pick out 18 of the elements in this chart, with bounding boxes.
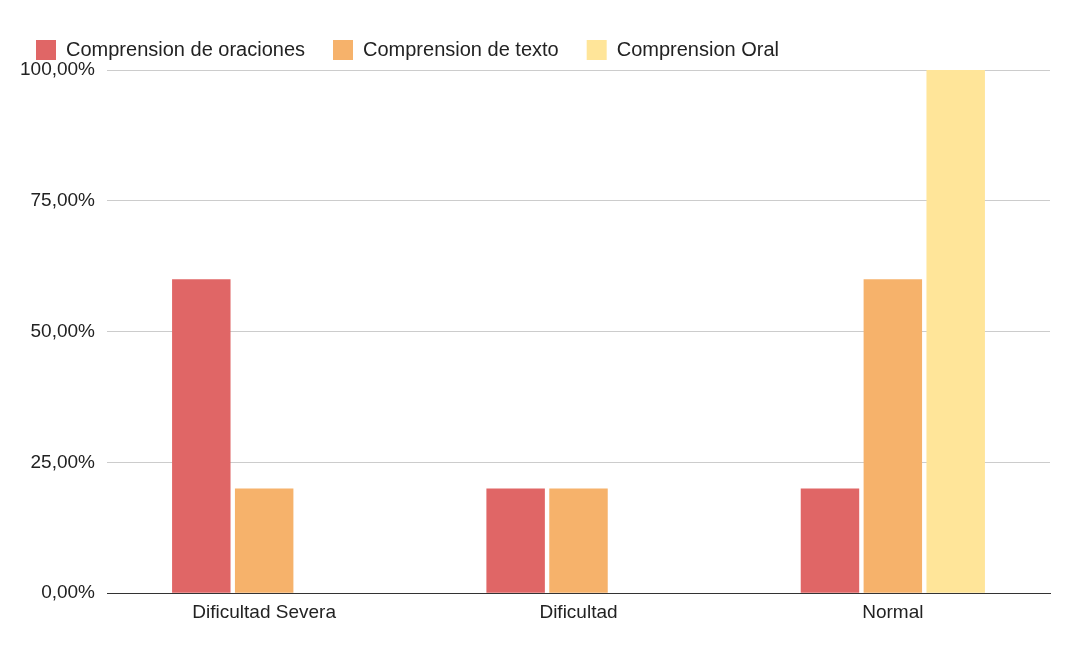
x-tick-label: Normal xyxy=(862,600,924,622)
y-tick-label: 75,00% xyxy=(30,189,96,211)
bar xyxy=(486,488,545,593)
bar xyxy=(234,488,294,593)
y-tick-label: 50,00% xyxy=(30,319,96,341)
x-tick-label: Dificultad Severa xyxy=(192,600,337,622)
y-tick-label: 0,00% xyxy=(41,581,96,603)
x-tick-label: Dificultad xyxy=(539,600,618,622)
legend-label: Comprension de oraciones xyxy=(66,37,306,60)
bar xyxy=(800,488,860,593)
bar xyxy=(549,488,608,593)
y-tick-label: 25,00% xyxy=(30,450,96,472)
bar xyxy=(926,70,985,593)
legend-label: Comprension de texto xyxy=(363,37,559,60)
legend-label: Comprension Oral xyxy=(616,37,779,60)
y-tick-label: 100,00% xyxy=(19,58,96,80)
bar xyxy=(172,279,231,593)
bar xyxy=(863,279,923,593)
